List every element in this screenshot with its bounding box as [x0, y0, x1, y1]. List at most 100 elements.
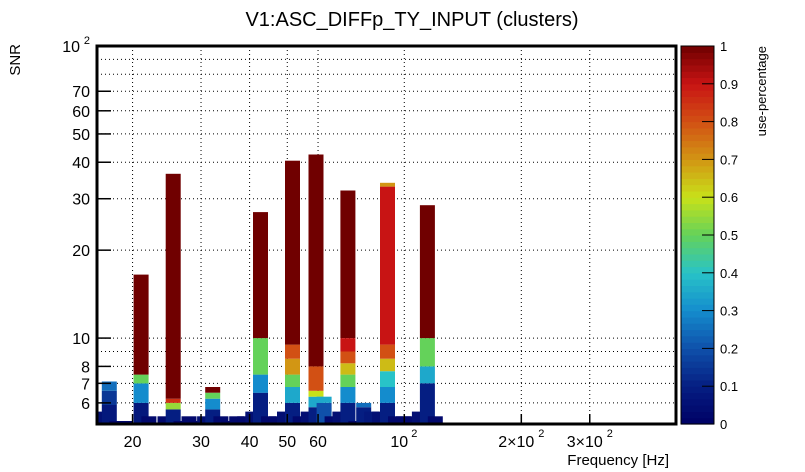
- bin-cell: [181, 416, 197, 424]
- bin-cell: [285, 344, 300, 359]
- colorbar-segment: [681, 64, 714, 72]
- y-tick-label: 70: [72, 84, 90, 101]
- colorbar-segment: [681, 298, 714, 305]
- colorbar-segment: [681, 90, 714, 97]
- y-tick-label: 30: [72, 192, 90, 209]
- bin-cell: [292, 416, 308, 424]
- bin-cell: [380, 371, 395, 387]
- colorbar-segment: [681, 310, 714, 318]
- colorbar-segment: [681, 323, 714, 331]
- colorbar-segment: [681, 146, 714, 154]
- colorbar: 0 0.1 0.2 0.3 0.4 0.5 0.6 0.7 0.8 0.9 1: [680, 39, 738, 432]
- colorbar-label: use-percentage: [754, 46, 769, 136]
- plot-frame: [95, 44, 678, 426]
- bin-cell: [404, 416, 419, 424]
- histogram-bins: [97, 154, 443, 424]
- chart-title: V1:ASC_DIFFp_TY_INPUT (clusters): [245, 9, 578, 31]
- colorbar-segment: [681, 153, 714, 160]
- colorbar-segment: [681, 121, 714, 129]
- bin-cell: [340, 402, 356, 424]
- bin-cell: [165, 409, 181, 424]
- bin-cell: [340, 374, 356, 387]
- colorbar-segment: [681, 83, 714, 91]
- y-tick-label: 10: [72, 331, 90, 348]
- x-tick-label: 3×10: [567, 434, 603, 451]
- bin-cell: [427, 416, 443, 424]
- bin-cell: [380, 186, 395, 345]
- bin-cell: [285, 358, 300, 375]
- bin-cell: [133, 274, 149, 375]
- colorbar-segment: [681, 209, 714, 217]
- colorbar-tick-label: 1: [720, 39, 727, 54]
- colorbar-segment: [681, 77, 714, 85]
- bin-cell: [380, 182, 395, 187]
- colorbar-segment: [681, 190, 714, 198]
- colorbar-segment: [681, 329, 714, 337]
- colorbar-segment: [681, 127, 714, 135]
- colorbar-segment: [681, 291, 714, 299]
- colorbar-segment: [681, 398, 714, 406]
- y-tick-label: 6: [81, 396, 90, 413]
- y-tick-label-exponent: 2: [84, 35, 90, 47]
- bin-cell: [141, 416, 157, 424]
- bin-cell: [308, 390, 324, 397]
- bin-cell: [308, 396, 324, 408]
- bin-cell: [101, 405, 117, 424]
- bin-cell: [419, 205, 435, 339]
- bin-cell: [308, 366, 324, 391]
- colorbar-segment: [681, 172, 714, 179]
- bin-cell: [205, 392, 221, 399]
- bin-cell: [229, 416, 245, 424]
- bin-cell: [253, 212, 268, 339]
- bin-cell: [197, 416, 213, 424]
- bin-cell: [205, 398, 221, 410]
- y-tick-label: 50: [72, 127, 90, 144]
- x-tick-label: 30: [192, 434, 210, 451]
- colorbar-tick-label: 0.1: [720, 379, 738, 394]
- bin-cell: [380, 344, 395, 359]
- bin-cell: [308, 154, 324, 367]
- colorbar-segment: [681, 203, 714, 211]
- bin-cell: [133, 383, 149, 403]
- colorbar-segment: [681, 197, 714, 205]
- grid-lines: [97, 45, 676, 424]
- colorbar-tick-label: 0.9: [720, 77, 738, 92]
- bin-cell: [165, 402, 181, 410]
- colorbar-segment: [681, 279, 714, 286]
- colorbar-segment: [681, 361, 714, 368]
- colorbar-segment: [681, 379, 714, 387]
- colorbar-tick-label: 0: [720, 417, 727, 432]
- colorbar-segment: [681, 417, 714, 425]
- bin-cell: [380, 387, 395, 403]
- colorbar-segment: [681, 228, 714, 236]
- colorbar-segment: [681, 411, 714, 419]
- x-tick-label: 10: [390, 434, 408, 451]
- bin-cell: [253, 338, 268, 375]
- y-tick-label: 8: [81, 359, 90, 376]
- bin-cell: [419, 383, 435, 424]
- colorbar-segment: [681, 285, 714, 293]
- x-tick-label-exponent: 2: [411, 428, 417, 440]
- x-tick-label: 2×10: [498, 434, 534, 451]
- colorbar-segment: [681, 392, 714, 400]
- bin-cell: [213, 416, 229, 424]
- bin-cell: [253, 392, 268, 424]
- bin-cell: [165, 398, 181, 403]
- colorbar-segment: [681, 96, 714, 104]
- y-axis-label: SNR: [7, 44, 24, 76]
- bin-cell: [101, 390, 117, 405]
- colorbar-segment: [681, 247, 714, 255]
- colorbar-segment: [681, 260, 714, 268]
- y-tick-label: 10: [62, 39, 80, 56]
- bin-cell: [133, 374, 149, 384]
- bin-cell: [324, 416, 340, 424]
- bin-cell: [253, 374, 268, 393]
- colorbar-segment: [681, 58, 714, 66]
- bin-cell: [157, 416, 173, 424]
- y-tick-label: 7: [81, 376, 90, 393]
- colorbar-segment: [681, 405, 714, 412]
- x-tick-label-exponent: 2: [538, 428, 544, 440]
